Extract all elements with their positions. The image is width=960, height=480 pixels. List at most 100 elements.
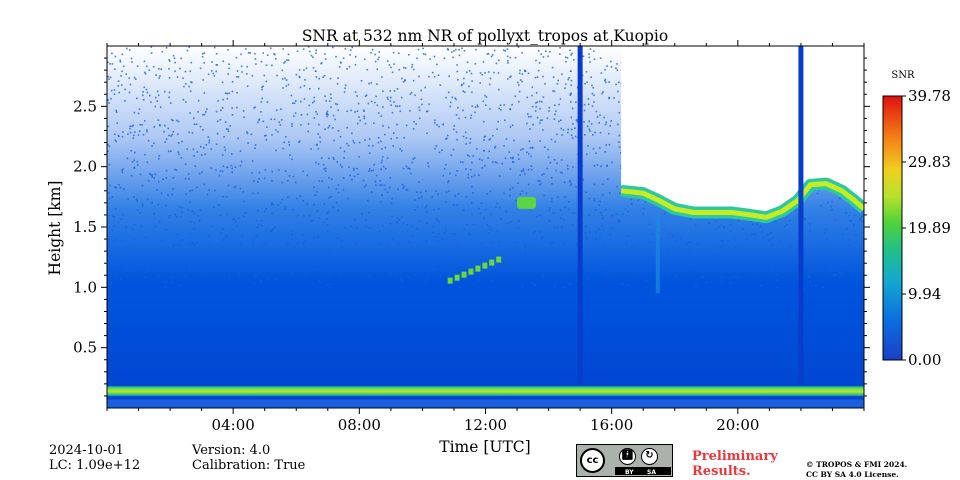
heatmap-noise-pixel <box>452 256 455 258</box>
heatmap-noise-pixel <box>194 165 197 167</box>
heatmap-noise-pixel <box>727 239 730 242</box>
heatmap-noise-pixel <box>485 96 488 98</box>
heatmap-noise-pixel <box>332 206 334 209</box>
heatmap-noise-pixel <box>596 116 599 118</box>
heatmap-noise-pixel <box>362 109 365 112</box>
heatmap-noise-pixel <box>293 102 296 104</box>
heatmap-noise-pixel <box>164 141 166 143</box>
heatmap-noise-pixel <box>530 115 532 118</box>
heatmap-noise-pixel <box>437 193 439 195</box>
heatmap-noise-pixel <box>570 183 573 185</box>
heatmap-noise-pixel <box>257 272 259 275</box>
heatmap-noise-pixel <box>529 147 532 149</box>
heatmap-noise-pixel <box>322 163 325 166</box>
heatmap-noise-pixel <box>192 242 194 244</box>
heatmap-noise-pixel <box>443 232 446 234</box>
heatmap-noise-pixel <box>473 265 476 267</box>
heatmap-noise-pixel <box>610 66 613 68</box>
heatmap-noise-pixel <box>380 161 383 164</box>
heatmap-noise-pixel <box>195 123 198 125</box>
heatmap-noise-pixel <box>399 110 402 113</box>
heatmap-noise-pixel <box>154 225 157 228</box>
heatmap-noise-pixel <box>119 186 122 189</box>
heatmap-noise-pixel <box>558 103 560 106</box>
heatmap-noise-pixel <box>406 189 409 191</box>
heatmap-noise-pixel <box>142 133 145 136</box>
heatmap-noise-pixel <box>787 248 790 250</box>
heatmap-noise-pixel <box>384 188 387 191</box>
heatmap-noise-pixel <box>808 223 811 225</box>
heatmap-noise-pixel <box>568 208 570 211</box>
heatmap-noise-pixel <box>778 267 781 269</box>
heatmap-noise-pixel <box>306 113 309 116</box>
heatmap-noise-pixel <box>404 79 406 82</box>
heatmap-noise-pixel <box>631 203 633 205</box>
heatmap-noise-pixel <box>743 262 746 265</box>
heatmap-noise-pixel <box>227 49 229 51</box>
heatmap-noise-pixel <box>790 246 792 249</box>
heatmap-noise-pixel <box>544 83 546 85</box>
heatmap-noise-pixel <box>231 153 233 155</box>
heatmap-noise-pixel <box>859 219 861 221</box>
heatmap-noise-pixel <box>588 197 591 200</box>
heatmap-noise-pixel <box>690 217 692 220</box>
heatmap-noise-pixel <box>539 214 542 217</box>
heatmap-noise-pixel <box>561 226 563 229</box>
heatmap-noise-pixel <box>270 204 273 206</box>
heatmap-noise-pixel <box>312 220 314 222</box>
heatmap-noise-pixel <box>168 77 171 79</box>
heatmap-noise-pixel <box>403 66 405 69</box>
heatmap-noise-pixel <box>522 148 524 150</box>
heatmap-noise-pixel <box>327 250 330 252</box>
heatmap-noise-pixel <box>514 57 517 59</box>
heatmap-noise-pixel <box>734 251 736 253</box>
heatmap-noise-pixel <box>307 123 310 125</box>
heatmap-noise-pixel <box>113 89 116 91</box>
heatmap-noise-pixel <box>339 164 342 166</box>
heatmap-noise-pixel <box>262 85 264 88</box>
heatmap-noise-pixel <box>226 128 228 130</box>
heatmap-noise-pixel <box>299 86 302 89</box>
heatmap-noise-pixel <box>340 240 343 242</box>
heatmap-noise-pixel <box>116 273 118 276</box>
heatmap-noise-pixel <box>827 264 830 267</box>
heatmap-noise-pixel <box>719 246 722 248</box>
heatmap-noise-pixel <box>336 161 338 163</box>
heatmap-noise-pixel <box>414 199 416 201</box>
heatmap-noise-pixel <box>540 53 542 55</box>
heatmap-noise-pixel <box>223 146 226 149</box>
heatmap-noise-pixel <box>546 167 548 170</box>
heatmap-noise-pixel <box>456 204 458 207</box>
heatmap-noise-pixel <box>454 194 456 197</box>
heatmap-noise-pixel <box>456 64 458 66</box>
heatmap-noise-pixel <box>584 255 586 257</box>
heatmap-noise-pixel <box>569 92 572 95</box>
heatmap-noise-pixel <box>236 106 238 109</box>
heatmap-noise-pixel <box>392 132 395 134</box>
heatmap-noise-pixel <box>206 108 208 110</box>
heatmap-noise-pixel <box>497 72 500 74</box>
heatmap-noise-pixel <box>144 276 146 279</box>
heatmap-noise-pixel <box>556 227 559 229</box>
heatmap-noise-pixel <box>302 200 304 202</box>
heatmap-noise-pixel <box>165 229 167 231</box>
heatmap-noise-pixel <box>557 79 559 82</box>
heatmap-noise-pixel <box>164 90 166 93</box>
heatmap-noise-pixel <box>342 57 345 59</box>
heatmap-noise-pixel <box>494 147 496 149</box>
heatmap-noise-pixel <box>486 193 489 195</box>
heatmap-noise-pixel <box>416 246 418 249</box>
heatmap-noise-pixel <box>527 113 529 115</box>
heatmap-noise-pixel <box>257 192 259 194</box>
heatmap-noise-pixel <box>157 94 160 97</box>
heatmap-noise-pixel <box>464 116 467 119</box>
heatmap-noise-pixel <box>209 243 212 246</box>
heatmap-noise-pixel <box>818 262 821 264</box>
heatmap-noise-pixel <box>443 167 446 170</box>
heatmap-noise-pixel <box>438 151 441 154</box>
heatmap-noise-pixel <box>602 91 604 93</box>
heatmap-noise-pixel <box>541 236 544 238</box>
heatmap-noise-pixel <box>494 145 497 148</box>
heatmap-noise-pixel <box>537 49 540 52</box>
heatmap-noise-pixel <box>467 154 469 157</box>
